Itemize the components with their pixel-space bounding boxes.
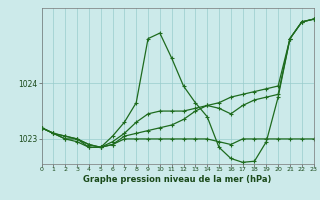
X-axis label: Graphe pression niveau de la mer (hPa): Graphe pression niveau de la mer (hPa) [84,175,272,184]
